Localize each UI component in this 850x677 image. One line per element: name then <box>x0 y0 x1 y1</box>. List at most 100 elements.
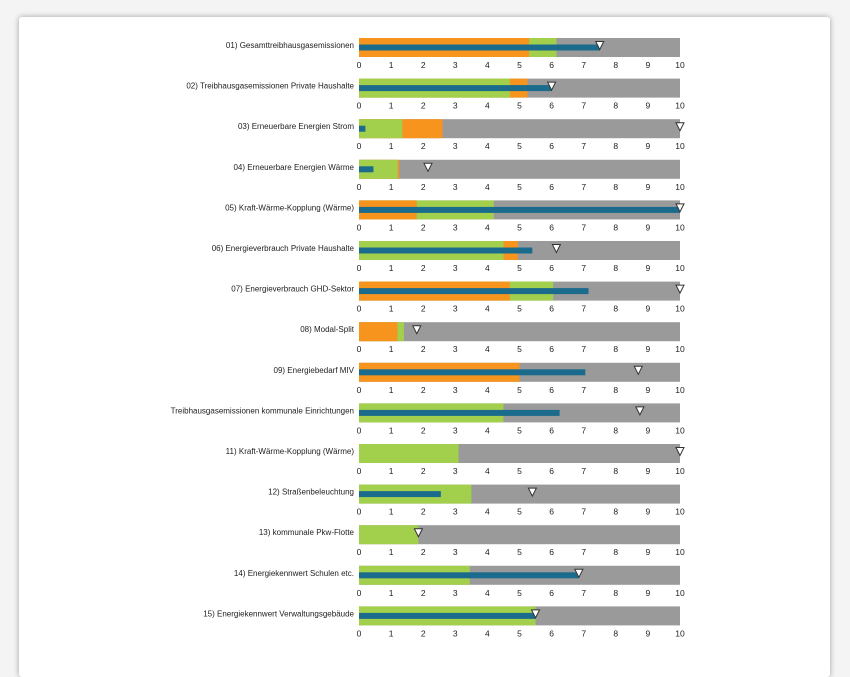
tick-label: 7 <box>581 344 586 354</box>
tick-label: 5 <box>517 304 522 314</box>
tick-label: 5 <box>517 425 522 435</box>
tick-label: 9 <box>646 547 651 557</box>
tick-label: 8 <box>613 466 618 476</box>
green-band <box>359 525 419 545</box>
tick-label: 0 <box>357 628 362 638</box>
tick-label: 9 <box>646 425 651 435</box>
range-bar <box>359 159 680 179</box>
tick-label: 1 <box>389 182 394 192</box>
tick-label: 8 <box>613 588 618 598</box>
tick-label: 5 <box>517 182 522 192</box>
actual-bar <box>359 572 579 579</box>
orange-band <box>359 322 398 342</box>
tick-label: 2 <box>421 385 426 395</box>
tick-label: 10 <box>675 385 685 395</box>
row-label: 01) Gesamttreibhausgasemissionen <box>226 41 354 50</box>
tick-label: 9 <box>646 628 651 638</box>
tick-label: 9 <box>646 182 651 192</box>
tick-label: 3 <box>453 466 458 476</box>
row-label: Treibhausgasemissionen kommunale Einrich… <box>171 406 354 415</box>
tick-label: 6 <box>549 628 554 638</box>
tick-label: 0 <box>357 141 362 151</box>
actual-bar <box>359 166 374 173</box>
tick-label: 7 <box>581 60 586 70</box>
tick-label: 8 <box>613 222 618 232</box>
tick-label: 8 <box>613 628 618 638</box>
row-label: 15) Energiekennwert Verwaltungsgebäude <box>203 609 354 618</box>
tick-label: 6 <box>549 222 554 232</box>
tick-label: 4 <box>485 547 490 557</box>
target-marker <box>546 81 557 92</box>
tick-label: 1 <box>389 547 394 557</box>
tick-label: 7 <box>581 141 586 151</box>
tick-label: 1 <box>389 466 394 476</box>
tick-label: 2 <box>421 425 426 435</box>
tick-label: 6 <box>549 425 554 435</box>
tick-label: 8 <box>613 507 618 517</box>
tick-label: 3 <box>453 101 458 111</box>
tick-label: 3 <box>453 425 458 435</box>
tick-label: 0 <box>357 60 362 70</box>
tick-label: 3 <box>453 141 458 151</box>
target-marker <box>530 609 541 620</box>
tick-label: 1 <box>389 60 394 70</box>
tick-label: 7 <box>581 628 586 638</box>
tick-label: 3 <box>453 182 458 192</box>
tick-label: 5 <box>517 344 522 354</box>
tick-label: 7 <box>581 304 586 314</box>
tick-label: 5 <box>517 141 522 151</box>
green-band <box>359 119 403 139</box>
tick-label: 4 <box>485 344 490 354</box>
tick-label: 6 <box>549 507 554 517</box>
tick-label: 6 <box>549 101 554 111</box>
target-marker <box>423 162 433 173</box>
tick-label: 2 <box>421 344 426 354</box>
tick-label: 9 <box>646 101 651 111</box>
target-marker <box>594 41 605 51</box>
tick-label: 4 <box>485 466 490 476</box>
tick-label: 8 <box>613 101 618 111</box>
tick-label: 3 <box>453 263 458 273</box>
tick-label: 0 <box>357 425 362 435</box>
tick-label: 4 <box>485 222 490 232</box>
tick-label: 5 <box>517 385 522 395</box>
tick-label: 4 <box>485 60 490 70</box>
actual-bar <box>359 409 560 416</box>
tick-label: 10 <box>675 141 685 151</box>
tick-label: 2 <box>421 60 426 70</box>
tick-label: 4 <box>485 385 490 395</box>
chart-card: 01) Gesamttreibhausgasemissionen 0 1 2 3 4 5 6 7… <box>19 17 830 677</box>
tick-label: 5 <box>517 547 522 557</box>
tick-label: 9 <box>646 385 651 395</box>
tick-label: 0 <box>357 588 362 598</box>
tick-label: 0 <box>357 466 362 476</box>
actual-bar <box>359 369 586 376</box>
row-label: 13) kommunale Pkw-Flotte <box>259 528 355 537</box>
actual-bar <box>359 612 536 619</box>
tick-label: 1 <box>389 141 394 151</box>
target-marker <box>675 284 685 295</box>
tick-label: 6 <box>549 385 554 395</box>
tick-label: 7 <box>581 466 586 476</box>
tick-label: 1 <box>389 222 394 232</box>
tick-label: 1 <box>389 101 394 111</box>
tick-label: 2 <box>421 182 426 192</box>
tick-label: 3 <box>453 628 458 638</box>
tick-label: 8 <box>613 425 618 435</box>
actual-bar <box>359 491 441 498</box>
tick-label: 7 <box>581 101 586 111</box>
target-marker <box>675 203 685 214</box>
row-label: 02) Treibhausgasemissionen Private Haush… <box>186 82 354 91</box>
tick-label: 2 <box>421 101 426 111</box>
row-label: 11) Kraft-Wärme-Kopplung (Wärme) <box>226 447 355 456</box>
tick-label: 0 <box>357 101 362 111</box>
tick-label: 8 <box>613 304 618 314</box>
tick-label: 0 <box>357 385 362 395</box>
tick-label: 6 <box>549 182 554 192</box>
tick-label: 6 <box>549 304 554 314</box>
row-label: 06) Energieverbrauch Private Haushalte <box>212 244 355 253</box>
tick-label: 10 <box>675 344 685 354</box>
actual-bar <box>359 125 366 132</box>
tick-label: 5 <box>517 466 522 476</box>
tick-label: 10 <box>675 101 685 111</box>
